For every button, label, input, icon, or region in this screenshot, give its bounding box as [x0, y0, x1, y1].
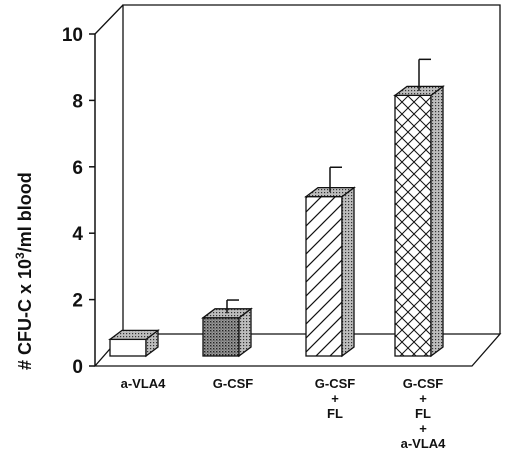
bar-side-face — [341, 186, 355, 358]
y-tick-label: 0 — [72, 357, 83, 378]
y-axis-title-suffix: /ml blood — [15, 172, 35, 252]
x-tick-label-line: G-CSF — [403, 376, 444, 391]
y-tick-label: 4 — [72, 224, 83, 245]
y-axis-title-superscript: 3 — [13, 252, 27, 259]
x-tick-label: G-CSF + FL + a-VLA4 — [401, 376, 447, 451]
x-tick-label-line: a-VLA4 — [121, 376, 167, 391]
y-tick-label: 10 — [62, 25, 83, 46]
x-tick-label-line: + — [331, 391, 339, 406]
x-tick-label: a-VLA4 — [121, 376, 167, 391]
bar-top-face — [108, 329, 160, 341]
bar-front-face — [305, 195, 343, 357]
x-tick-label-line: G-CSF — [213, 376, 254, 391]
x-tick-label: G-CSF + FL — [315, 376, 356, 421]
bar-3 — [304, 166, 356, 358]
x-tick-label-line: FL — [415, 406, 431, 421]
y-axis-title-main: # CFU-C x 10 — [15, 259, 35, 370]
bar-front-face — [394, 94, 432, 357]
x-tick-label-line: + — [419, 391, 427, 406]
y-axis-top-edge — [94, 4, 124, 35]
y-tick-label: 2 — [72, 291, 83, 312]
bar-front-face — [109, 338, 147, 357]
x-tick-label-line: G-CSF — [315, 376, 356, 391]
y-axis: 0 2 4 6 8 10 — [62, 4, 124, 378]
bar-4 — [393, 58, 445, 358]
x-tick-label: G-CSF — [213, 376, 254, 391]
bar-front-face — [202, 317, 240, 357]
x-tick-label-line: FL — [327, 406, 343, 421]
bar-1 — [108, 329, 160, 358]
x-tick-label-line: a-VLA4 — [401, 436, 447, 451]
x-tick-label-line: + — [419, 421, 427, 436]
bar-side-face — [430, 85, 444, 358]
y-tick-label: 8 — [72, 91, 83, 112]
y-axis-title: # CFU-C x 103/ml blood — [13, 172, 35, 370]
y-tick-label: 6 — [72, 158, 83, 179]
x-axis-labels: a-VLA4 G-CSF G-CSF + FLG-CSF + FL + a-VLA4 — [121, 376, 447, 451]
bars — [108, 58, 445, 358]
bar-2 — [201, 299, 253, 358]
